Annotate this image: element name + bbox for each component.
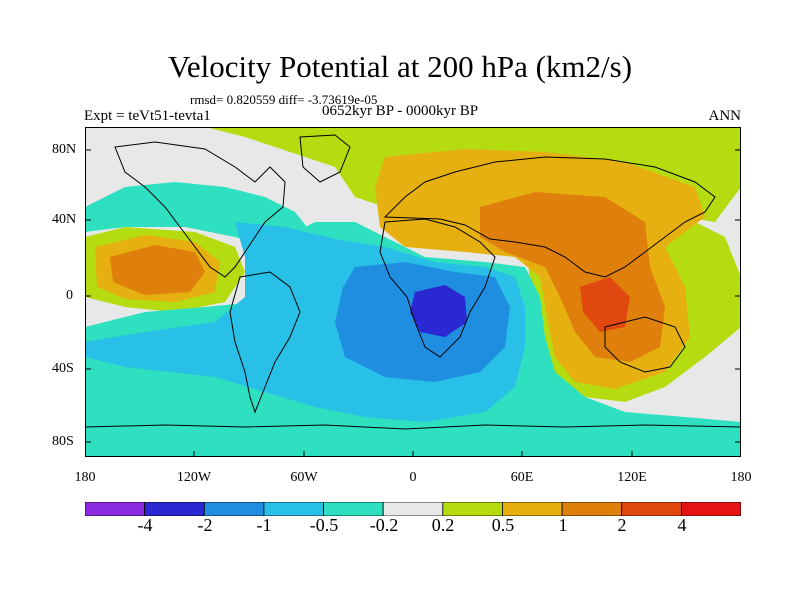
lon-label-120e: 120E bbox=[617, 470, 647, 485]
lon-label-60w: 60W bbox=[290, 470, 318, 485]
colorbar-label-8: 1 bbox=[558, 515, 568, 535]
colorbar-swatch-8 bbox=[502, 502, 563, 516]
rmsd-diff-stats: rmsd= 0.820559 diff= -3.73619e-05 bbox=[190, 92, 378, 107]
lat-label-80n: 80N bbox=[52, 142, 77, 157]
contour-neg2-core bbox=[410, 285, 467, 337]
colorbar-swatch-5 bbox=[323, 502, 384, 516]
coastline-africa bbox=[379, 218, 496, 358]
colorbar-label-6: 0.2 bbox=[431, 515, 455, 535]
experiment-label: Expt = teVt51-tevta1 bbox=[84, 108, 211, 124]
lon-label-180w: 180 bbox=[74, 470, 96, 485]
colorbar-swatch-6 bbox=[382, 502, 444, 516]
season-label: ANN bbox=[708, 108, 742, 124]
lat-label-40s: 40S bbox=[52, 361, 74, 376]
colorbar-label-4: -0.5 bbox=[309, 515, 339, 535]
lon-label-120w: 120W bbox=[176, 470, 212, 485]
colorbar-swatch-7 bbox=[442, 502, 503, 516]
lat-label-0: 0 bbox=[66, 288, 73, 303]
colorbar-swatch-9 bbox=[561, 502, 623, 516]
colorbar-swatch-10 bbox=[621, 502, 682, 516]
lon-label-0: 0 bbox=[409, 470, 417, 485]
colorbar-swatch-2 bbox=[144, 502, 205, 516]
colorbar-label-5: -0.2 bbox=[369, 515, 399, 535]
coastline-australia bbox=[604, 316, 686, 373]
coastline-greenland bbox=[299, 134, 351, 183]
colorbar-label-10: 4 bbox=[677, 515, 687, 535]
coastline-eurasia bbox=[383, 156, 716, 278]
colorbar-swatch-4 bbox=[263, 502, 324, 516]
coastline-south-america bbox=[229, 271, 301, 414]
colorbar-label-1: -4 bbox=[137, 515, 153, 535]
colorbar-swatch-3 bbox=[203, 502, 265, 516]
coastline-antarctica bbox=[85, 424, 741, 430]
lon-label-180e: 180 bbox=[730, 470, 752, 485]
colorbar-label-2: -2 bbox=[197, 515, 213, 535]
map-title: Velocity Potential at 200 hPa (km2/s) bbox=[167, 49, 633, 84]
lat-label-80s: 80S bbox=[52, 434, 74, 449]
period-label: 0652kyr BP - 0000kyr BP bbox=[321, 103, 479, 119]
colorbar-label-7: 0.5 bbox=[491, 515, 515, 535]
colorbar-swatch-11 bbox=[680, 502, 741, 516]
contour-2-core bbox=[580, 277, 630, 332]
colorbar bbox=[85, 502, 741, 516]
velocity-potential-map bbox=[85, 127, 741, 457]
lon-label-60e: 60E bbox=[510, 470, 534, 485]
colorbar-swatch-1 bbox=[85, 502, 146, 516]
colorbar-label-3: -1 bbox=[256, 515, 272, 535]
lat-label-40n: 40N bbox=[52, 212, 77, 227]
coastline-north-america bbox=[114, 141, 286, 278]
contour-1-pacific bbox=[110, 245, 205, 295]
colorbar-label-9: 2 bbox=[617, 515, 627, 535]
